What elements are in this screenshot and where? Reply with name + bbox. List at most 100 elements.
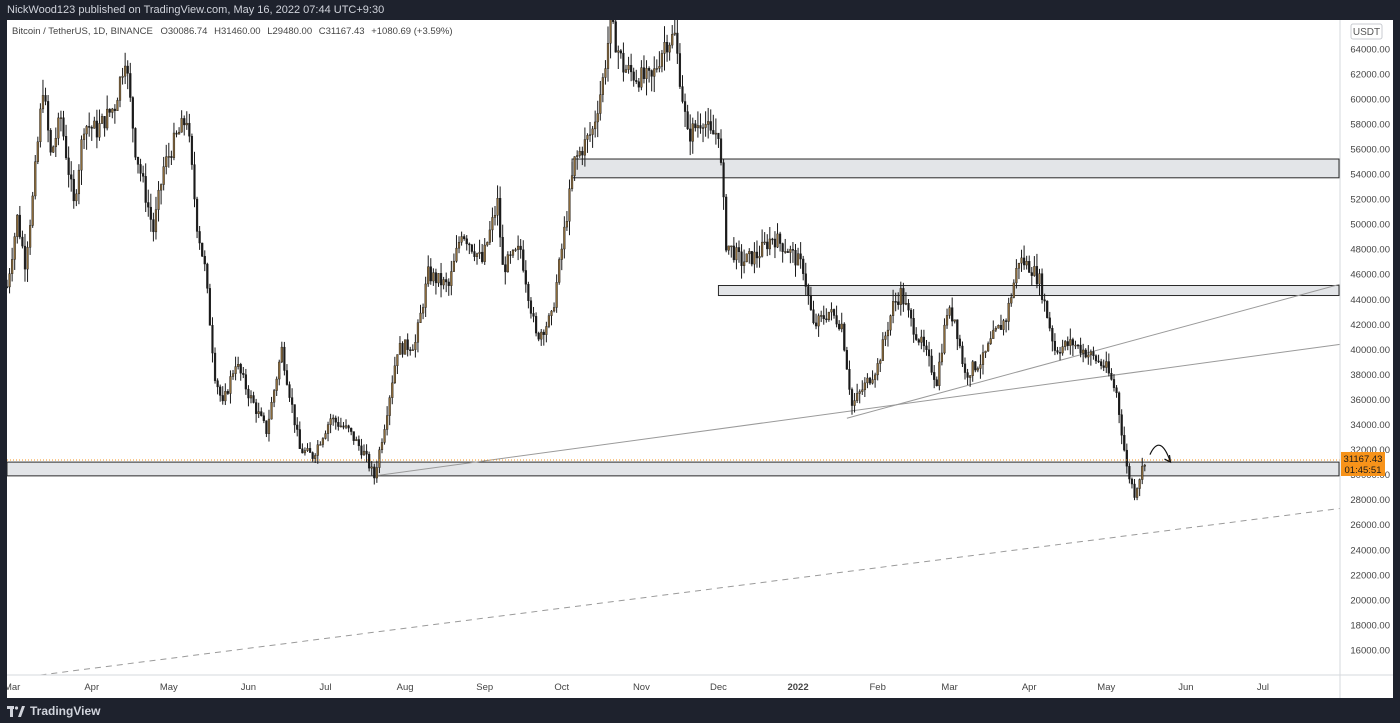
candle-body [745, 253, 748, 263]
chart-frame[interactable]: 64000.00 62000.00 60000.00 58000.00 56000.00… [4, 7, 1393, 698]
candle-body [18, 214, 21, 238]
candle-body [707, 121, 710, 125]
candle-body [206, 263, 209, 289]
candle-body [52, 146, 55, 153]
candle-body [568, 188, 571, 222]
candle-body [483, 244, 486, 262]
candle-body [1038, 273, 1041, 285]
candle-body [172, 132, 176, 158]
candle-body [655, 68, 658, 70]
candle-body [717, 132, 720, 139]
ohlc-high: H31460.00 [214, 26, 260, 37]
candle-body [681, 86, 684, 102]
candle-body [1025, 261, 1028, 266]
candle-body [563, 226, 566, 250]
price-tick-label: 38000.00 [1350, 370, 1390, 381]
candle-body [167, 156, 170, 158]
currency-button[interactable]: USDT [1350, 23, 1383, 40]
price-tick-label: 26000.00 [1350, 520, 1390, 531]
candle-body [966, 372, 969, 378]
candle-body [147, 202, 150, 208]
candle-body [1074, 344, 1077, 347]
candle-body [296, 424, 299, 430]
candle-body [866, 377, 869, 384]
candle-body [39, 108, 42, 143]
long-term-trendline[interactable] [40, 507, 1341, 676]
resistance-zone-54000[interactable] [571, 158, 1340, 179]
candle-body [699, 125, 702, 129]
candle-body [1105, 361, 1108, 368]
candle-body [1033, 266, 1036, 276]
candle-body [1143, 464, 1146, 467]
candle-body [121, 75, 124, 78]
tradingview-brand[interactable]: TradingView [7, 704, 100, 718]
candle-body [732, 245, 735, 261]
candle-body [696, 125, 699, 129]
price-scale[interactable]: 64000.00 62000.00 60000.00 58000.00 56000.00… [1350, 44, 1390, 656]
resistance-zone-45000[interactable] [717, 285, 1340, 297]
price-chart[interactable]: 64000.00 62000.00 60000.00 58000.00 56000.00… [4, 7, 1393, 698]
candle-body [1040, 273, 1044, 300]
candle-body [468, 243, 471, 246]
projection-arrow[interactable] [1149, 444, 1172, 463]
candle-body [139, 164, 142, 174]
candle-body [583, 139, 586, 156]
candle-body [612, 13, 615, 22]
candle-body [1046, 300, 1049, 319]
time-scale[interactable]: Mar Apr May Jun Jul Aug Sep Oct Nov Dec 2022 Feb Mar… [4, 682, 1269, 693]
publisher-header: NickWood123 published on TradingView.com… [0, 0, 1400, 20]
candle-body [306, 448, 309, 451]
candle-body [1112, 379, 1116, 388]
candle-body [211, 325, 214, 354]
candle-body [835, 315, 838, 325]
symbol-legend[interactable]: Bitcoin / TetherUS, 1D, BINANCE O30086.7… [12, 26, 453, 37]
candle-body [617, 50, 620, 53]
candle-body [650, 70, 653, 77]
candle-body [185, 122, 188, 126]
price-tick-label: 16000.00 [1350, 645, 1390, 656]
candle-body [339, 425, 342, 428]
candle-body [686, 111, 689, 130]
candle-body [183, 118, 186, 126]
price-tick-label: 50000.00 [1350, 220, 1390, 231]
candle-body [267, 418, 271, 434]
candle-body [463, 236, 466, 239]
candle-body [624, 69, 628, 73]
candle-body [1010, 297, 1013, 304]
candle-body [673, 32, 676, 35]
candle-body [321, 438, 325, 445]
candle-body [280, 346, 283, 363]
candle-body [424, 283, 427, 308]
candle-body [275, 378, 278, 391]
candle-body [1110, 373, 1113, 380]
candle-body [1017, 262, 1021, 269]
candle-body [992, 329, 995, 339]
candle-body [252, 395, 255, 403]
candle-body [488, 229, 491, 243]
candle-body [334, 417, 337, 423]
candle-body [976, 368, 979, 371]
candle-body [514, 249, 517, 251]
candle-body [342, 425, 345, 428]
candle-body [511, 250, 515, 256]
candle-body [301, 448, 304, 454]
candle-body [486, 242, 489, 246]
candle-body [979, 364, 982, 369]
candle-body [915, 334, 918, 340]
candle-body [542, 331, 545, 335]
rising-support-line[interactable] [374, 343, 1341, 477]
support-zone-30000[interactable] [6, 461, 1340, 477]
candle-body [406, 339, 409, 350]
candle-body [832, 309, 836, 316]
candle-body [522, 249, 525, 271]
candle-body [989, 338, 992, 344]
price-tick-label: 18000.00 [1350, 620, 1390, 631]
candle-body [496, 198, 499, 216]
candle-body [499, 198, 502, 238]
candle-body [285, 370, 289, 385]
candle-body [90, 127, 93, 129]
candle-body [442, 279, 445, 286]
price-tick-label: 60000.00 [1350, 94, 1390, 105]
candle-body [411, 349, 414, 351]
candle-body [606, 43, 610, 69]
